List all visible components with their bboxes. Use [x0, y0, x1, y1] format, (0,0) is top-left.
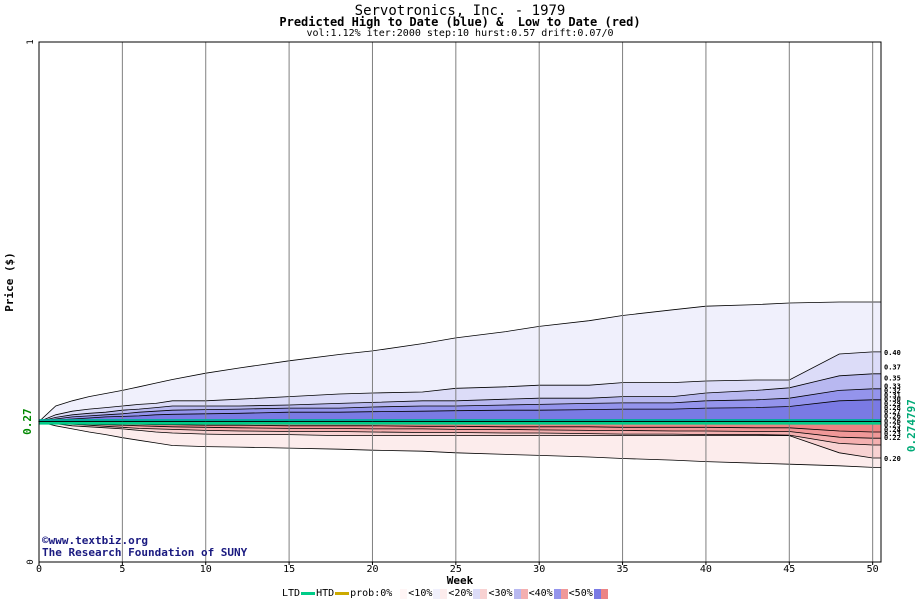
- high-probability-bands: [37, 301, 882, 422]
- right-label-10: 0.26: [884, 412, 901, 420]
- y-axis-label: Price ($): [3, 252, 16, 312]
- y-tick-label-0: 0: [26, 559, 36, 564]
- high-band-4: [38, 399, 882, 422]
- legend-b40: <40%: [528, 588, 553, 599]
- right-label-13: 0.24: [884, 426, 901, 434]
- x-tick-label-15: 15: [283, 564, 295, 575]
- right-label-1: 0.37: [884, 363, 901, 371]
- legend-b20: <20%: [448, 588, 473, 599]
- legend-htd-label: HTD: [316, 588, 335, 599]
- x-tick-label-20: 20: [366, 564, 378, 575]
- current-price-label: 0.27: [21, 408, 34, 435]
- right-label-12: 0.25: [884, 422, 901, 430]
- legend-ltd-label: LTD: [282, 588, 301, 599]
- right-label-3: 0.33: [884, 383, 901, 391]
- x-tick-label-50: 50: [867, 564, 879, 575]
- right-label-6: 0.30: [884, 396, 901, 404]
- copyright-icon: ©: [42, 534, 49, 547]
- right-value-labels: 0.40 0.37 0.350.330.320.310.300.290.280.27…: [884, 349, 901, 463]
- legend-b50: <50%: [568, 588, 593, 599]
- right-label-15: 0.22: [884, 434, 901, 442]
- x-axis-label: Week: [447, 574, 474, 587]
- y-tick-label-1: 1: [26, 39, 36, 44]
- right-label-11: 0.26: [884, 418, 901, 426]
- right-label-14: 0.23: [884, 430, 901, 438]
- legend-swatch-0: [393, 588, 408, 599]
- credit-org: The Research Foundation of SUNY: [42, 546, 248, 559]
- x-tick-label-10: 10: [200, 564, 212, 575]
- right-label-16: 0.20: [884, 455, 901, 463]
- plot-frame: [38, 41, 882, 563]
- legend-swatch-20: [473, 588, 488, 599]
- x-tick-label-30: 30: [533, 564, 545, 575]
- legend-ltd-swatch: [301, 592, 316, 595]
- last-price-label: 0.274797: [905, 399, 918, 452]
- right-label-7: 0.29: [884, 400, 901, 408]
- right-label-9: 0.27: [884, 408, 901, 416]
- legend-htd-swatch: [335, 592, 350, 595]
- legend-prob-label: prob:0%: [350, 588, 393, 599]
- chart-title: Servotronics, Inc. - 1979: [354, 3, 566, 19]
- legend-swatch-50: [593, 588, 608, 599]
- right-label-4: 0.32: [884, 387, 901, 395]
- legend-b30: <30%: [488, 588, 513, 599]
- low-probability-bands: [38, 421, 882, 468]
- legend-swatch-30: [513, 588, 528, 599]
- x-tick-label-0: 0: [36, 564, 42, 575]
- grid-lines: [39, 42, 881, 562]
- x-tick-label-5: 5: [119, 564, 125, 575]
- legend-b10: <10%: [408, 588, 433, 599]
- chart-params: vol:1.12% iter:2000 step:10 hurst:0.57 d…: [306, 28, 614, 39]
- legend-swatch-40: [553, 588, 568, 599]
- x-tick-label-45: 45: [783, 564, 795, 575]
- right-label-2: 0.35: [884, 374, 901, 382]
- legend: LTD HTD prob:0% <10% <20% <30% <40% <50%: [282, 587, 609, 600]
- right-label-8: 0.28: [884, 404, 901, 412]
- x-tick-label-40: 40: [700, 564, 712, 575]
- credit-site[interactable]: ©www.textbiz.org: [42, 534, 148, 547]
- chart-subtitle: Predicted High to Date (blue) & Low to D…: [279, 15, 641, 29]
- x-tick-label-25: 25: [450, 564, 462, 575]
- right-label-5: 0.31: [884, 392, 901, 400]
- x-tick-label-35: 35: [617, 564, 629, 575]
- legend-swatch-10: [433, 588, 448, 599]
- right-label-0: 0.40: [884, 349, 901, 357]
